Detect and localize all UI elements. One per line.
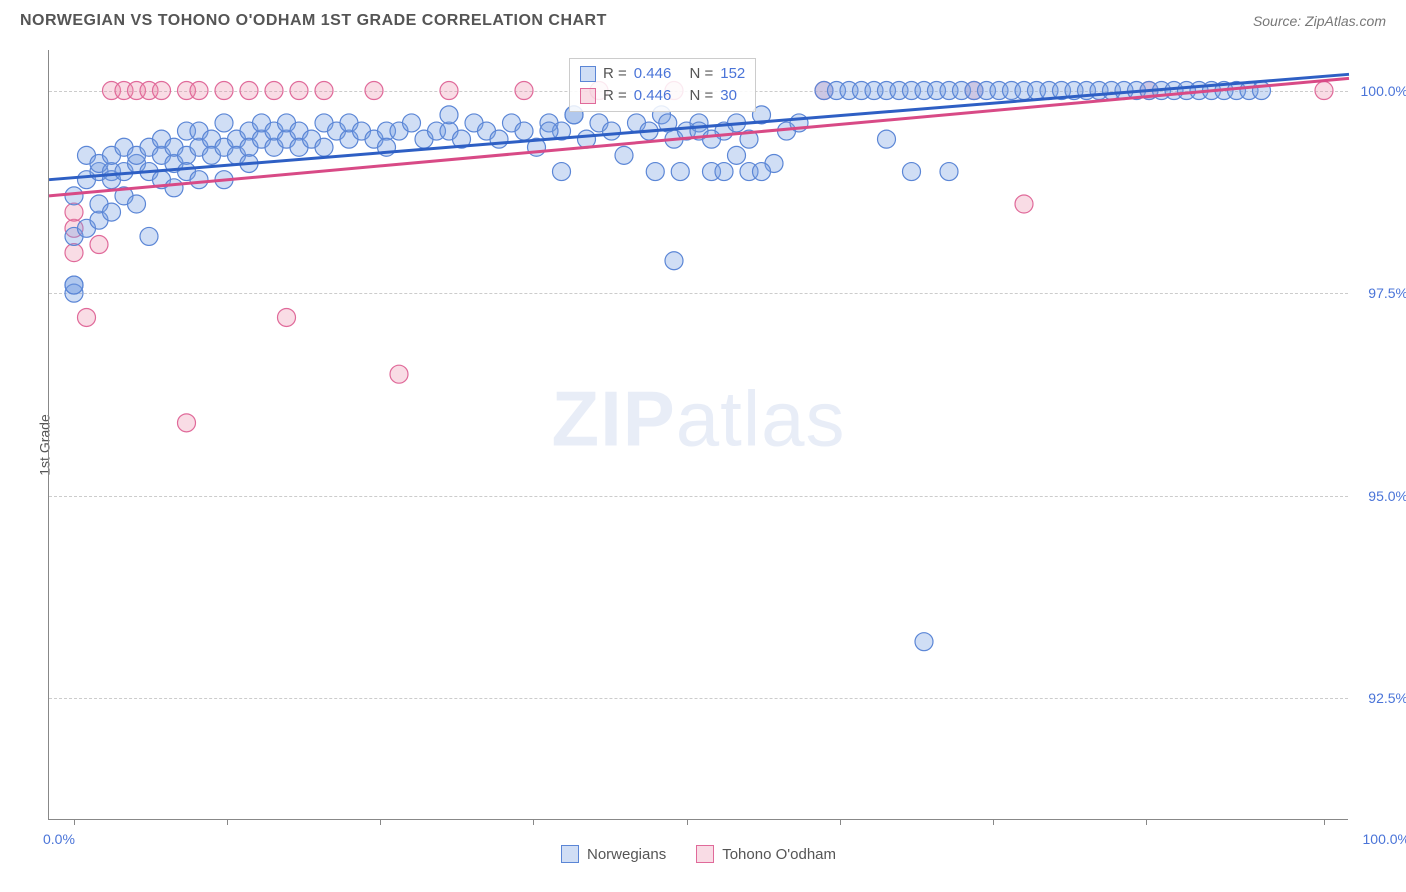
norwegians-point bbox=[615, 146, 633, 164]
tohono-point bbox=[1015, 195, 1033, 213]
norwegians-point bbox=[128, 195, 146, 213]
norwegians-point bbox=[403, 114, 421, 132]
tohono-point bbox=[190, 82, 208, 100]
norwegians-point bbox=[665, 252, 683, 270]
norwegians-legend-swatch-icon bbox=[561, 845, 579, 863]
y-tick-label: 95.0% bbox=[1353, 488, 1406, 504]
plot-area: ZIPatlas 92.5%95.0%97.5%100.0% R = 0.446… bbox=[48, 50, 1348, 820]
norwegians-point bbox=[315, 138, 333, 156]
norwegians-point bbox=[646, 163, 664, 181]
tohono-point bbox=[390, 365, 408, 383]
tohono-legend-swatch-icon bbox=[696, 845, 714, 863]
tohono-point bbox=[515, 82, 533, 100]
norwegians-point bbox=[553, 163, 571, 181]
norwegians-point bbox=[490, 130, 508, 148]
norwegians-point bbox=[65, 187, 83, 205]
norwegians-legend-label: Norwegians bbox=[587, 846, 666, 863]
tohono-point bbox=[365, 82, 383, 100]
norwegians-point bbox=[165, 179, 183, 197]
n-label-2: N = bbox=[689, 85, 713, 107]
tohono-point bbox=[265, 82, 283, 100]
norwegians-point bbox=[728, 146, 746, 164]
norwegians-point bbox=[65, 276, 83, 294]
tohono-point bbox=[278, 308, 296, 326]
norwegians-point bbox=[940, 163, 958, 181]
n-value-1: 152 bbox=[720, 63, 745, 85]
chart-container: 1st Grade ZIPatlas 92.5%95.0%97.5%100.0%… bbox=[48, 50, 1388, 840]
tohono-point bbox=[315, 82, 333, 100]
norwegians-point bbox=[715, 163, 733, 181]
stats-legend: R = 0.446 N = 152 R = 0.446 N = 30 bbox=[569, 58, 756, 112]
n-value-2: 30 bbox=[720, 85, 737, 107]
tohono-swatch-icon bbox=[580, 88, 596, 104]
tohono-point bbox=[290, 82, 308, 100]
norwegians-point bbox=[753, 163, 771, 181]
tohono-point bbox=[90, 236, 108, 254]
norwegians-point bbox=[603, 122, 621, 140]
norwegians-swatch-icon bbox=[580, 66, 596, 82]
norwegians-point bbox=[515, 122, 533, 140]
norwegians-point bbox=[103, 203, 121, 221]
norwegians-point bbox=[903, 163, 921, 181]
tohono-point bbox=[240, 82, 258, 100]
tohono-point bbox=[178, 414, 196, 432]
source-label: Source: ZipAtlas.com bbox=[1253, 13, 1386, 29]
tohono-point bbox=[65, 244, 83, 262]
tohono-point bbox=[1315, 82, 1333, 100]
tohono-point bbox=[78, 308, 96, 326]
r-label-1: R = bbox=[603, 63, 627, 85]
tohono-point bbox=[153, 82, 171, 100]
y-tick-label: 92.5% bbox=[1353, 690, 1406, 706]
n-label-1: N = bbox=[689, 63, 713, 85]
page-title: NORWEGIAN VS TOHONO O'ODHAM 1ST GRADE CO… bbox=[20, 12, 607, 30]
tohono-legend-label: Tohono O'odham bbox=[722, 846, 836, 863]
norwegians-point bbox=[703, 130, 721, 148]
norwegians-point bbox=[915, 633, 933, 651]
tohono-point bbox=[215, 82, 233, 100]
r-label-2: R = bbox=[603, 85, 627, 107]
r-value-1: 0.446 bbox=[634, 63, 672, 85]
r-value-2: 0.446 bbox=[634, 85, 672, 107]
tohono-point bbox=[440, 82, 458, 100]
norwegians-point bbox=[140, 227, 158, 245]
series-legend: Norwegians Tohono O'odham bbox=[49, 845, 1348, 863]
norwegians-point bbox=[440, 106, 458, 124]
y-tick-label: 100.0% bbox=[1353, 83, 1406, 99]
norwegians-point bbox=[671, 163, 689, 181]
norwegians-point bbox=[190, 171, 208, 189]
tohono-point bbox=[65, 203, 83, 221]
y-tick-label: 97.5% bbox=[1353, 285, 1406, 301]
scatter-svg bbox=[49, 50, 1349, 820]
norwegians-point bbox=[215, 114, 233, 132]
x-max-label: 100.0% bbox=[1363, 831, 1406, 847]
norwegians-point bbox=[878, 130, 896, 148]
